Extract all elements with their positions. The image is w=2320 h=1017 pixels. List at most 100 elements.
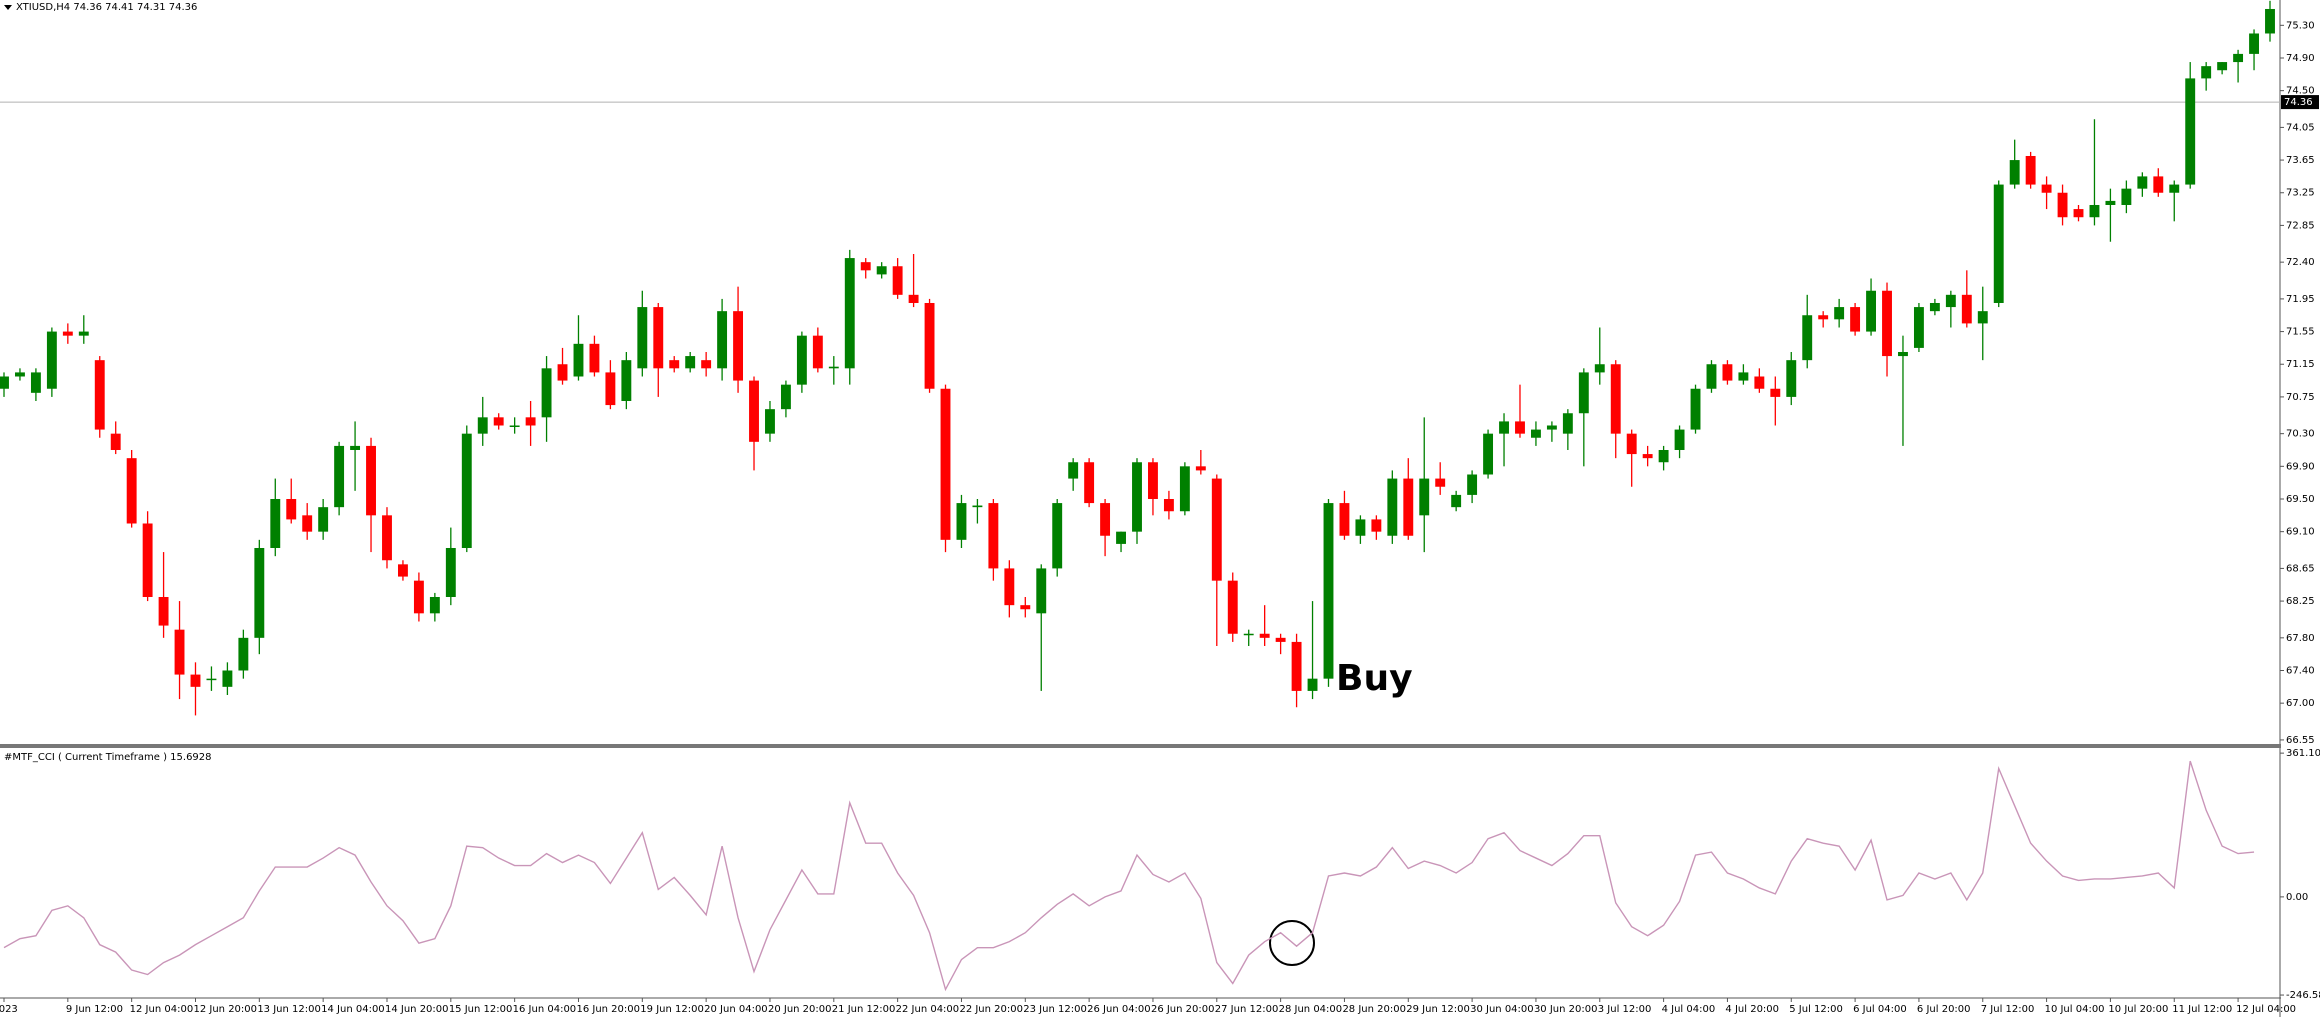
cci-line [3, 760, 2255, 992]
candle-body [110, 433, 121, 450]
candle-body [270, 498, 281, 548]
x-tick-label: 20 Jun 20:00 [768, 1004, 832, 1015]
x-tick-label: 10 Jul 04:00 [2045, 1004, 2105, 1015]
x-tick-label: 22 Jun 20:00 [959, 1004, 1023, 1015]
candle-body [1467, 474, 1478, 495]
y-tick-label: 74.05 [2286, 122, 2315, 133]
candle-body [350, 445, 361, 450]
x-tick-label: 4 Jul 04:00 [1662, 1004, 1716, 1015]
candle-body [1993, 184, 2004, 303]
candle-body [413, 580, 424, 614]
candle-body [1578, 372, 1589, 414]
candle-body [701, 360, 712, 369]
candle-body [174, 629, 185, 675]
candle-body [589, 343, 600, 373]
candle-body [1706, 364, 1717, 389]
y-tick-label: 73.25 [2286, 188, 2315, 199]
candle-body [541, 368, 552, 418]
candle-body [62, 331, 73, 336]
candle-body [30, 372, 41, 393]
candle-body [477, 417, 488, 434]
candle-body [1770, 388, 1781, 397]
candle-body [1243, 633, 1254, 636]
menu-arrow[interactable] [4, 5, 12, 10]
candle-body [1211, 478, 1222, 581]
candle-body [972, 505, 983, 508]
candle-body [2105, 200, 2116, 205]
indicator-title: #MTF_CCI ( Current Timeframe ) 15.6928 [4, 752, 212, 763]
y-tick-label: 67.00 [2286, 698, 2315, 709]
y-tick-label: 69.90 [2286, 461, 2315, 472]
y-tick-label: 69.50 [2286, 494, 2315, 505]
candle-body [190, 674, 201, 687]
candle-body [334, 445, 345, 508]
candle-body [828, 366, 839, 369]
y-tick-label: 67.40 [2286, 665, 2315, 676]
candle-body [1259, 633, 1270, 638]
x-tick-label: 26 Jun 20:00 [1151, 1004, 1215, 1015]
candle-body [2153, 176, 2164, 193]
candle-body [1515, 421, 1525, 434]
y-tick-label: 68.65 [2286, 563, 2315, 574]
candle-body [956, 503, 967, 540]
candle-body [126, 458, 137, 524]
y-tick-label: 72.85 [2286, 220, 2315, 231]
candle-body [2233, 53, 2244, 63]
candle-body [733, 311, 744, 381]
x-tick-label: 23 Jun 12:00 [1023, 1004, 1087, 1015]
candle-body [1084, 462, 1095, 504]
candle-body [1068, 462, 1079, 479]
y-tick-label: 74.90 [2286, 53, 2315, 64]
candle-body [2137, 176, 2148, 189]
candle-body [1004, 568, 1015, 606]
x-tick-label: 19 Jun 12:00 [640, 1004, 704, 1015]
signal-circle [1269, 920, 1315, 966]
candle-body [1913, 307, 1924, 348]
x-tick-label: 6 Jul 20:00 [1917, 1004, 1971, 1015]
candle-body [1419, 478, 1430, 516]
candle-body [860, 262, 871, 271]
y-tick-label: 67.80 [2286, 633, 2315, 644]
candle-body [206, 678, 217, 681]
current-price-box [2281, 95, 2319, 110]
candle-body [908, 294, 919, 303]
x-tick-label: 12 Jun 20:00 [193, 1004, 257, 1015]
candle-body [318, 507, 329, 532]
candle-body [1132, 462, 1142, 532]
candle-body [1052, 503, 1063, 569]
candle-body [717, 311, 728, 369]
x-tick-label: 6 Jul 04:00 [1853, 1004, 1907, 1015]
x-tick-label: 26 Jun 04:00 [1087, 1004, 1151, 1015]
candle-body [876, 266, 887, 275]
candle-body [2073, 209, 2084, 218]
y-tick-label: 74.50 [2286, 86, 2315, 97]
candle-body [1371, 519, 1382, 532]
candle-body [1882, 290, 1892, 357]
candle-body [1642, 454, 1653, 459]
candle-body [653, 307, 664, 369]
x-tick-label: 30 Jun 20:00 [1534, 1004, 1598, 1015]
candle-body [1435, 478, 1446, 487]
x-tick-label: 14 Jun 20:00 [385, 1004, 449, 1015]
candle-body [1307, 678, 1318, 691]
candle-body [1530, 429, 1541, 438]
candle-body [605, 372, 616, 406]
y-tick-label: 71.15 [2286, 359, 2315, 370]
candle-body [1355, 519, 1366, 536]
candle-body [1275, 637, 1286, 642]
candle-body [685, 356, 696, 369]
candle-body [1674, 429, 1685, 450]
candle-body [988, 503, 999, 569]
candle-body [669, 360, 680, 369]
x-tick-label: 14 Jun 04:00 [321, 1004, 385, 1015]
x-tick-label: 1 Jun 2023 [0, 1004, 18, 1015]
candle-body [238, 637, 249, 671]
x-tick-label: 9 Jun 12:00 [66, 1004, 123, 1015]
candle-body [2041, 184, 2052, 193]
candle-body [1658, 449, 1669, 463]
candle-body [1036, 568, 1047, 614]
candle-body [1961, 294, 1972, 324]
x-tick-label: 22 Jun 04:00 [896, 1004, 960, 1015]
